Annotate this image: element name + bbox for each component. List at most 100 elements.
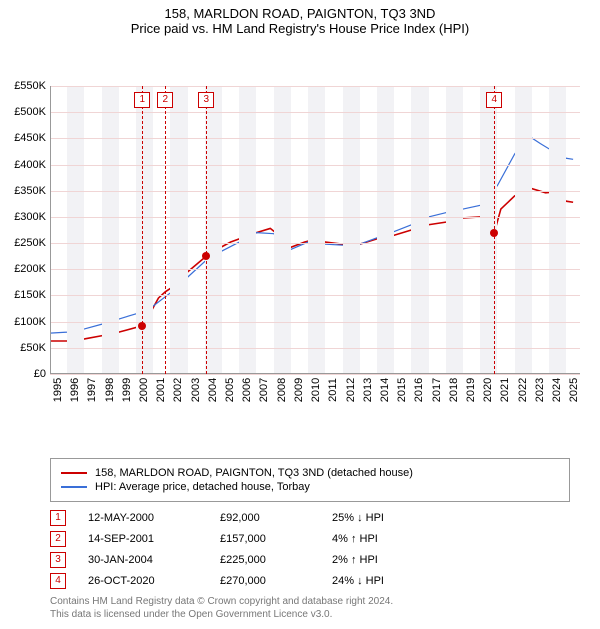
x-axis-label: 2003 [188, 378, 202, 402]
sale-price: £270,000 [220, 575, 310, 587]
footer-line-2: This data is licensed under the Open Gov… [50, 608, 570, 621]
sale-date: 26-OCT-2020 [88, 575, 198, 587]
x-axis-label: 2017 [429, 378, 443, 402]
y-axis-label: £350K [14, 185, 50, 197]
gridline [50, 191, 580, 192]
y-axis-label: £0 [34, 368, 50, 380]
sale-index-box: 1 [50, 510, 66, 526]
sale-date: 30-JAN-2004 [88, 554, 198, 566]
legend-swatch [61, 472, 87, 474]
gridline [50, 112, 580, 113]
x-axis-label: 1997 [84, 378, 98, 402]
x-axis-label: 2025 [566, 378, 580, 402]
sale-index-box: 3 [50, 552, 66, 568]
sale-dot [490, 229, 498, 237]
year-band [274, 86, 291, 374]
sale-dot [202, 252, 210, 260]
x-axis-label: 2005 [222, 378, 236, 402]
year-band [102, 86, 119, 374]
y-axis-label: £450K [14, 132, 50, 144]
x-axis-label: 1996 [67, 378, 81, 402]
x-axis-label: 2013 [360, 378, 374, 402]
x-axis-label: 2007 [256, 378, 270, 402]
year-band [411, 86, 428, 374]
x-axis-label: 2012 [343, 378, 357, 402]
y-axis-label: £100K [14, 316, 50, 328]
chart-subtitle: Price paid vs. HM Land Registry's House … [0, 21, 600, 40]
x-axis-label: 2000 [136, 378, 150, 402]
sale-marker-line [142, 86, 143, 374]
year-band [308, 86, 325, 374]
x-axis-label: 2014 [377, 378, 391, 402]
plot-area: £0£50K£100K£150K£200K£250K£300K£350K£400… [50, 86, 580, 374]
x-axis-label: 2019 [463, 378, 477, 402]
sale-delta: 2% ↑ HPI [332, 554, 422, 566]
sale-marker-label: 2 [157, 92, 173, 108]
x-axis-label: 1995 [50, 378, 64, 402]
y-axis-label: £50K [20, 342, 50, 354]
y-axis-label: £150K [14, 289, 50, 301]
sale-delta: 4% ↑ HPI [332, 533, 422, 545]
y-axis-label: £550K [14, 80, 50, 92]
y-axis-label: £500K [14, 106, 50, 118]
sale-index-box: 4 [50, 573, 66, 589]
gridline [50, 217, 580, 218]
gridline [50, 138, 580, 139]
year-band [377, 86, 394, 374]
x-axis-label: 2002 [170, 378, 184, 402]
y-axis-label: £250K [14, 237, 50, 249]
year-band [239, 86, 256, 374]
gridline [50, 295, 580, 296]
x-axis-label: 2004 [205, 378, 219, 402]
sale-index-box: 2 [50, 531, 66, 547]
x-axis-label: 2010 [308, 378, 322, 402]
x-axis-label: 2015 [394, 378, 408, 402]
footer-line-1: Contains HM Land Registry data © Crown c… [50, 595, 570, 608]
year-band [205, 86, 222, 374]
x-axis-label: 2008 [274, 378, 288, 402]
chart-area: £0£50K£100K£150K£200K£250K£300K£350K£400… [0, 40, 600, 420]
legend-item: 158, MARLDON ROAD, PAIGNTON, TQ3 3ND (de… [61, 467, 559, 479]
x-axis-label: 1998 [102, 378, 116, 402]
chart-title: 158, MARLDON ROAD, PAIGNTON, TQ3 3ND [0, 0, 600, 21]
sale-marker-line [206, 86, 207, 374]
axis-line [50, 86, 51, 374]
axis-line [50, 373, 580, 374]
sale-price: £157,000 [220, 533, 310, 545]
sale-price: £92,000 [220, 512, 310, 524]
legend-swatch [61, 486, 87, 488]
x-axis-label: 2023 [532, 378, 546, 402]
y-axis-label: £200K [14, 263, 50, 275]
year-band [446, 86, 463, 374]
sale-marker-label: 1 [134, 92, 150, 108]
sale-marker-line [165, 86, 166, 374]
year-band [515, 86, 532, 374]
x-axis-label: 2009 [291, 378, 305, 402]
gridline [50, 165, 580, 166]
gridline [50, 374, 580, 375]
sale-date: 14-SEP-2001 [88, 533, 198, 545]
gridline [50, 243, 580, 244]
x-axis-label: 2011 [325, 378, 339, 402]
gridline [50, 86, 580, 87]
legend-label: HPI: Average price, detached house, Torb… [95, 481, 310, 493]
legend: 158, MARLDON ROAD, PAIGNTON, TQ3 3ND (de… [50, 458, 570, 502]
sale-dot [138, 322, 146, 330]
year-band [67, 86, 84, 374]
year-band [170, 86, 187, 374]
legend-item: HPI: Average price, detached house, Torb… [61, 481, 559, 493]
footer-attribution: Contains HM Land Registry data © Crown c… [50, 595, 570, 621]
sale-price: £225,000 [220, 554, 310, 566]
sale-delta: 24% ↓ HPI [332, 575, 422, 587]
sale-row: 3 30-JAN-2004 £225,000 2% ↑ HPI [50, 552, 570, 568]
year-band [343, 86, 360, 374]
x-axis-label: 1999 [119, 378, 133, 402]
year-band [549, 86, 566, 374]
year-band [136, 86, 153, 374]
x-axis-label: 2022 [515, 378, 529, 402]
gridline [50, 348, 580, 349]
chart-container: 158, MARLDON ROAD, PAIGNTON, TQ3 3ND Pri… [0, 0, 600, 621]
gridline [50, 269, 580, 270]
y-axis-label: £300K [14, 211, 50, 223]
sale-row: 4 26-OCT-2020 £270,000 24% ↓ HPI [50, 573, 570, 589]
